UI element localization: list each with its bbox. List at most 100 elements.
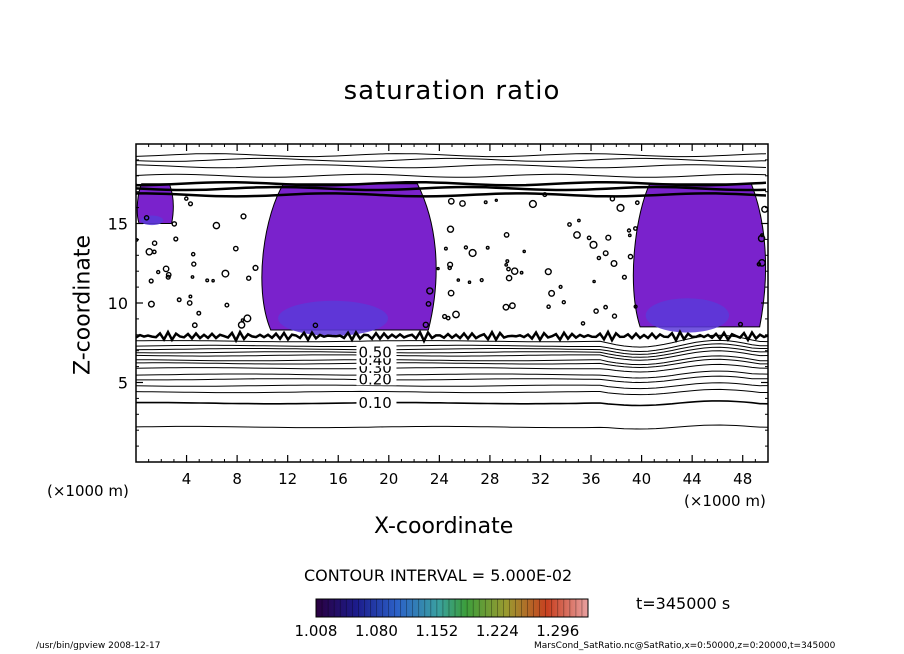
contour-speck bbox=[183, 196, 189, 201]
contour-speck bbox=[191, 322, 198, 329]
x-tick-label: 32 bbox=[531, 470, 550, 488]
contour-speck bbox=[196, 310, 202, 316]
contour-band bbox=[136, 329, 768, 344]
x-tick-label: 44 bbox=[683, 470, 702, 488]
contour-speck bbox=[616, 203, 625, 213]
chart-title: saturation ratio bbox=[343, 76, 561, 106]
contour-speck bbox=[522, 249, 527, 254]
contour-label: 0.50 bbox=[358, 343, 391, 361]
colorbar-tick-label: 1.080 bbox=[355, 622, 398, 640]
contour-speck bbox=[510, 267, 519, 276]
contour-speck bbox=[312, 322, 319, 329]
contour-speck bbox=[605, 234, 612, 241]
contour-speck bbox=[593, 308, 599, 314]
contour-speck bbox=[505, 259, 510, 264]
contour-speck bbox=[634, 200, 640, 206]
contour-speck bbox=[611, 313, 618, 319]
y-tick-label: 10 bbox=[108, 294, 128, 313]
contour-speck bbox=[447, 197, 455, 205]
contour-speck bbox=[758, 258, 766, 267]
contour-speck bbox=[456, 278, 461, 282]
colorbar-tick-label: 1.152 bbox=[415, 622, 458, 640]
y-tick-label: 15 bbox=[108, 215, 128, 234]
contour-line-upper bbox=[136, 164, 767, 169]
contour-speck bbox=[165, 274, 171, 280]
contour-speck bbox=[627, 233, 632, 238]
contour-speck bbox=[252, 264, 259, 272]
contour-speck bbox=[447, 265, 453, 271]
contour-line bbox=[136, 370, 768, 379]
contour-speck bbox=[573, 231, 581, 239]
contour-speck bbox=[155, 269, 161, 275]
contour-speck bbox=[221, 269, 230, 278]
contour-speck bbox=[151, 240, 158, 246]
contour-speck bbox=[577, 218, 581, 223]
contour-speck bbox=[603, 304, 608, 310]
contour-label-bg bbox=[356, 344, 397, 359]
contour-line-upper bbox=[136, 185, 767, 192]
contour-speck bbox=[494, 198, 498, 203]
contour-speck bbox=[171, 221, 178, 227]
contour-speck bbox=[757, 234, 766, 243]
footer-right: MarsCond_SatRatio.nc@SatRatio,x=0:50000,… bbox=[534, 641, 836, 651]
contour-speck bbox=[506, 266, 511, 272]
contour-speck bbox=[232, 245, 239, 252]
contour-speck bbox=[165, 271, 172, 278]
contour-speck bbox=[162, 265, 170, 273]
contour-line bbox=[136, 334, 768, 348]
shaded-core bbox=[645, 298, 730, 333]
contour-speck bbox=[627, 253, 634, 260]
contour-interval-text: CONTOUR INTERVAL = 5.000E-02 bbox=[304, 566, 573, 585]
x-tick-label: 40 bbox=[632, 470, 651, 488]
contour-label: 0.20 bbox=[358, 370, 391, 388]
x-tick-label: 24 bbox=[430, 470, 449, 488]
shaded-region bbox=[261, 183, 437, 331]
contour-speck bbox=[237, 321, 246, 329]
contour-speck bbox=[187, 201, 194, 207]
contour-line bbox=[136, 388, 768, 396]
contour-speck bbox=[443, 246, 448, 251]
contour-speck bbox=[447, 261, 454, 268]
x-tick-label: 36 bbox=[581, 470, 600, 488]
contour-speck bbox=[145, 247, 154, 256]
x-axis-label: X-coordinate bbox=[374, 514, 514, 539]
contour-speck bbox=[243, 314, 252, 323]
contour-speck bbox=[467, 280, 472, 285]
contour-speck bbox=[224, 302, 230, 308]
x-tick-label: 4 bbox=[182, 470, 192, 488]
contour-speck bbox=[186, 300, 193, 306]
x-tick-label: 12 bbox=[278, 470, 297, 488]
contour-speck bbox=[191, 261, 197, 267]
contour-speck bbox=[479, 278, 484, 283]
contour-speck bbox=[633, 226, 638, 231]
contour-speck bbox=[519, 270, 524, 275]
shaded-core bbox=[140, 215, 164, 226]
contour-speck bbox=[447, 289, 455, 297]
contour-speck bbox=[245, 275, 252, 281]
y-axis-label: Z-coordinate bbox=[70, 235, 96, 375]
contour-speck bbox=[621, 274, 627, 280]
contour-line bbox=[136, 355, 768, 366]
contour-speck bbox=[503, 231, 510, 238]
contour-label-bg bbox=[356, 395, 397, 410]
contour-speck bbox=[176, 297, 182, 303]
contour-speck bbox=[240, 213, 247, 220]
contour-speck bbox=[442, 313, 448, 320]
colorbar-tick-label: 1.224 bbox=[476, 622, 519, 640]
x-tick-label: 20 bbox=[379, 470, 398, 488]
contour-speck bbox=[528, 199, 538, 209]
contour-speck bbox=[425, 300, 432, 307]
contour-speck bbox=[468, 248, 477, 258]
contour-speck bbox=[147, 300, 155, 308]
x-tick-label: 8 bbox=[232, 470, 242, 488]
contour-speck bbox=[483, 200, 488, 205]
contour-speck bbox=[459, 200, 466, 207]
contour-speck bbox=[548, 289, 556, 297]
contour-speck bbox=[426, 287, 434, 295]
contour-line bbox=[136, 339, 768, 353]
x-tick-label: 48 bbox=[733, 470, 752, 488]
contour-line bbox=[136, 382, 768, 390]
colorbar-bar bbox=[315, 598, 589, 618]
contour-speck bbox=[188, 294, 193, 299]
